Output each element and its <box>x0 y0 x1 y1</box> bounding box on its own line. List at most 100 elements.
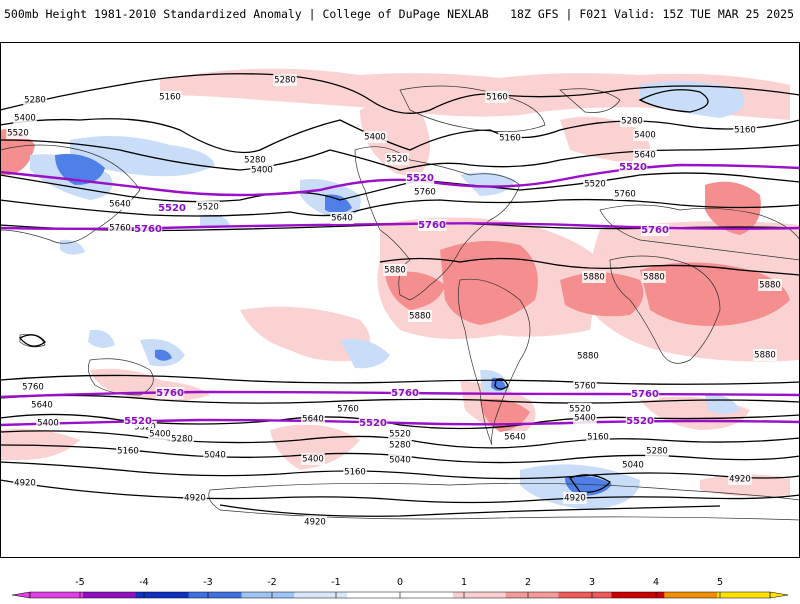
svg-text:5280: 5280 <box>274 76 296 86</box>
svg-text:4920: 4920 <box>14 479 36 489</box>
reference-contour-label: 5760 <box>640 224 670 236</box>
height-contour-label: 5520 <box>196 201 220 213</box>
svg-text:5640: 5640 <box>109 200 131 210</box>
svg-text:5760: 5760 <box>391 388 419 399</box>
reference-contour-label: 5760 <box>390 387 420 399</box>
colorbar-tick-label: 0 <box>397 577 403 588</box>
height-contour-label: 5400 <box>148 428 172 440</box>
svg-text:5520: 5520 <box>386 155 408 165</box>
reference-contour-label: 5520 <box>123 415 153 427</box>
height-contour-label: 5160 <box>343 466 367 478</box>
colorbar-high-arrow <box>769 591 789 599</box>
svg-text:5760: 5760 <box>337 405 359 415</box>
height-contours <box>0 73 800 517</box>
height-contour-label: 5760 <box>336 403 360 415</box>
map-panel: 5280 5280 5400 5520 5160 5160 5160 5160 5280 5400… <box>0 42 800 558</box>
svg-text:5160: 5160 <box>344 468 366 478</box>
svg-text:5640: 5640 <box>302 415 324 425</box>
svg-text:5760: 5760 <box>631 389 659 400</box>
height-contour-label: 5400 <box>363 131 387 143</box>
height-contour-label: 5040 <box>388 454 412 466</box>
height-contour-label: 5280 <box>170 433 194 445</box>
svg-text:4920: 4920 <box>564 494 586 504</box>
svg-text:5400: 5400 <box>14 114 36 124</box>
svg-text:4920: 4920 <box>304 518 326 528</box>
svg-text:5760: 5760 <box>156 388 184 399</box>
height-contour-label: 4920 <box>728 473 752 485</box>
svg-text:5160: 5160 <box>734 126 756 136</box>
height-contour-label: 5400 <box>301 453 325 465</box>
reference-contour-label: 5520 <box>358 417 388 429</box>
svg-text:5520: 5520 <box>359 418 387 429</box>
svg-text:5040: 5040 <box>204 451 226 461</box>
height-contour-label: 5400 <box>36 417 60 429</box>
svg-text:5400: 5400 <box>574 414 596 424</box>
svg-text:5280: 5280 <box>244 156 266 166</box>
svg-text:5760: 5760 <box>134 224 162 235</box>
svg-text:5880: 5880 <box>409 312 431 322</box>
height-contour-label: 5280 <box>645 445 669 457</box>
height-contour-label: 5640 <box>503 431 527 443</box>
svg-text:5640: 5640 <box>331 214 353 224</box>
svg-text:5400: 5400 <box>634 131 656 141</box>
height-contour-label: 5520 <box>6 127 30 139</box>
height-contour-label: 5040 <box>203 449 227 461</box>
colorbar-segment <box>347 592 401 598</box>
positive-anomaly-moderate <box>0 129 790 432</box>
colorbar-tick-label: 1 <box>461 577 467 588</box>
negative-anomaly-light <box>30 81 745 510</box>
colorbar-segment <box>294 592 348 598</box>
height-contour-label: 5160 <box>116 445 140 457</box>
svg-text:5640: 5640 <box>504 433 526 443</box>
svg-text:5520: 5520 <box>7 129 29 139</box>
height-contour-label: 5880 <box>753 349 777 361</box>
svg-text:5520: 5520 <box>134 423 156 433</box>
svg-text:5880: 5880 <box>754 351 776 361</box>
reference-contour-label: 5760 <box>417 219 447 231</box>
colorbar-tick-label: -2 <box>267 577 276 588</box>
negative-anomaly-moderate <box>55 153 612 496</box>
svg-text:5400: 5400 <box>302 455 324 465</box>
height-contour-label: 5880 <box>576 350 600 362</box>
colorbar-segment <box>717 592 771 598</box>
height-contour-label: 5760 <box>613 188 637 200</box>
svg-text:4920: 4920 <box>184 494 206 504</box>
height-contour-label: 5160 <box>485 91 509 103</box>
svg-text:5760: 5760 <box>414 188 436 198</box>
height-contour-label: 5640 <box>633 149 657 161</box>
height-contour-label: 5640 <box>301 413 325 425</box>
height-contour-label: 5520 <box>583 178 607 190</box>
height-contour-label: 5880 <box>642 271 666 283</box>
height-contour-label: 5760 <box>573 380 597 392</box>
colorbar: -5 -4 -3 -2 -1 0 1 2 3 4 5 <box>0 572 800 600</box>
svg-text:5880: 5880 <box>583 273 605 283</box>
svg-text:4920: 4920 <box>729 475 751 485</box>
colorbar-segment <box>452 592 507 598</box>
colorbar-tick-label: -1 <box>331 577 340 588</box>
svg-text:5280: 5280 <box>621 117 643 127</box>
svg-text:5760: 5760 <box>22 383 44 393</box>
svg-text:5760: 5760 <box>109 224 131 234</box>
svg-text:5400: 5400 <box>251 166 273 176</box>
colorbar-tick-label: 3 <box>589 577 595 588</box>
reference-contour-label: 5760 <box>133 223 163 235</box>
colorbar-tick-label: -5 <box>75 577 84 588</box>
svg-text:5520: 5520 <box>406 173 434 184</box>
height-contour-label: 5880 <box>582 271 606 283</box>
colorbar-segment <box>505 592 560 598</box>
height-contour-label: 5760 <box>21 381 45 393</box>
svg-text:5760: 5760 <box>641 225 669 236</box>
svg-text:5400: 5400 <box>37 419 59 429</box>
colorbar-tick-label: 4 <box>653 577 659 588</box>
colorbar-segment <box>241 592 295 598</box>
svg-text:5520: 5520 <box>124 416 152 427</box>
height-contour-label: 5880 <box>408 310 432 322</box>
svg-text:5520: 5520 <box>626 416 654 427</box>
svg-text:5520: 5520 <box>619 162 647 173</box>
svg-text:5400: 5400 <box>364 133 386 143</box>
svg-text:5520: 5520 <box>158 203 186 214</box>
height-contour-label: 5640 <box>30 399 54 411</box>
svg-text:5280: 5280 <box>24 96 46 106</box>
